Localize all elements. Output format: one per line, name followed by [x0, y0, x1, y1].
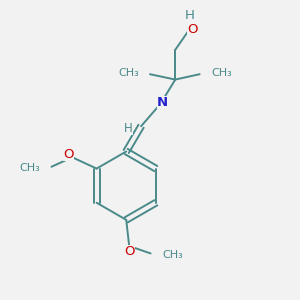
Text: CH₃: CH₃: [162, 250, 183, 260]
Text: H: H: [124, 122, 133, 135]
Text: O: O: [187, 22, 197, 35]
Text: O: O: [63, 148, 74, 161]
Text: CH₃: CH₃: [211, 68, 232, 78]
Text: N: N: [157, 96, 168, 109]
Text: CH₃: CH₃: [20, 163, 40, 173]
Text: H: H: [185, 9, 195, 22]
Text: CH₃: CH₃: [118, 68, 139, 78]
Text: O: O: [124, 245, 135, 258]
